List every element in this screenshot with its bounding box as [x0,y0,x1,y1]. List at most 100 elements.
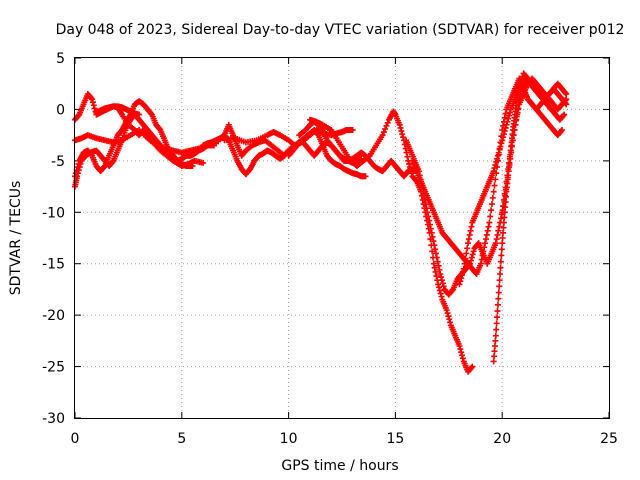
data-point [423,205,430,212]
series-track-14 [409,75,566,277]
data-point [427,225,434,232]
data-point [491,343,498,349]
data-point [438,277,445,284]
x-tick-label: 5 [177,431,186,447]
data-point [492,332,499,339]
data-point [479,252,486,259]
data-point [429,233,436,240]
data-point [514,109,521,116]
data-point [101,164,108,171]
series-track-13 [403,75,568,298]
data-point [482,236,489,243]
data-point [499,137,506,144]
data-point [503,178,510,185]
data-point [491,165,498,172]
data-point [89,99,96,106]
data-point [496,277,503,284]
x-tick-label: 15 [386,431,404,447]
data-point [494,301,501,308]
data-point [498,246,505,253]
data-point [379,132,386,139]
data-point [449,287,456,294]
data-point [435,281,442,288]
data-point [484,227,491,234]
data-point [400,134,407,141]
data-point [492,176,499,183]
data-point [404,153,411,160]
data-point [506,153,513,160]
data-point [459,272,466,279]
data-point [466,231,473,238]
series-track-6 [200,132,292,178]
data-point [467,227,474,234]
data-point [512,117,519,124]
data-point [511,127,518,133]
x-tick-label: 0 [71,431,80,447]
data-point [462,255,469,262]
data-point [380,129,387,136]
data-point [501,128,508,135]
data-point [494,314,501,321]
data-point [502,124,509,131]
data-point [501,114,508,121]
data-point [562,97,569,104]
data-point [382,125,389,132]
data-point [492,337,499,344]
y-tick-label: -15 [42,257,65,273]
data-point [499,209,506,216]
data-point [487,213,494,220]
data-point [412,177,419,184]
data-point [148,110,155,117]
data-point [494,308,501,315]
data-point [495,295,502,302]
data-point [459,268,466,275]
data-point [459,355,466,362]
data-point [156,125,163,132]
data-point [500,203,507,210]
data-point [72,170,79,177]
data-point [486,219,493,226]
data-point [407,167,414,174]
x-tick-label: 20 [493,431,511,447]
axis-ticks: 0 5 10 15 20 25 5 0 -5 -10 -15 -20 -25 -30 [42,51,618,447]
data-point [506,109,513,116]
data-point [468,364,475,371]
chart-title: Day 048 of 2023, Sidereal Day-to-day VTE… [56,22,625,38]
data-point [492,161,499,168]
plot-frame [74,57,610,419]
x-axis-label: GPS time / hours [281,458,398,474]
data-point [563,96,570,103]
data-point [494,152,501,159]
data-point [498,140,505,147]
data-point [500,219,507,226]
data-point [490,168,497,175]
data-point [398,128,405,135]
data-point [383,122,390,129]
data-point [510,132,517,139]
y-tick-label: -5 [51,154,65,170]
data-point [482,240,489,247]
data-point [496,223,503,230]
data-point [504,118,511,125]
data-point [396,121,403,128]
data-point [433,273,440,280]
data-point [75,160,82,167]
data-point [502,110,509,117]
data-point [493,326,500,333]
data-point [469,251,476,258]
data-point [477,260,484,267]
data-point [425,213,432,220]
y-tick-label: -20 [42,308,65,324]
data-point [490,358,497,365]
data-point [91,105,98,112]
data-point [439,280,446,287]
data-point [456,343,463,349]
data-point [109,158,116,165]
data-point [500,131,507,138]
data-point [438,274,445,281]
data-point [432,268,439,275]
data-point [88,95,95,102]
data-point [440,283,447,290]
data-point [457,346,464,353]
data-point [497,264,504,271]
